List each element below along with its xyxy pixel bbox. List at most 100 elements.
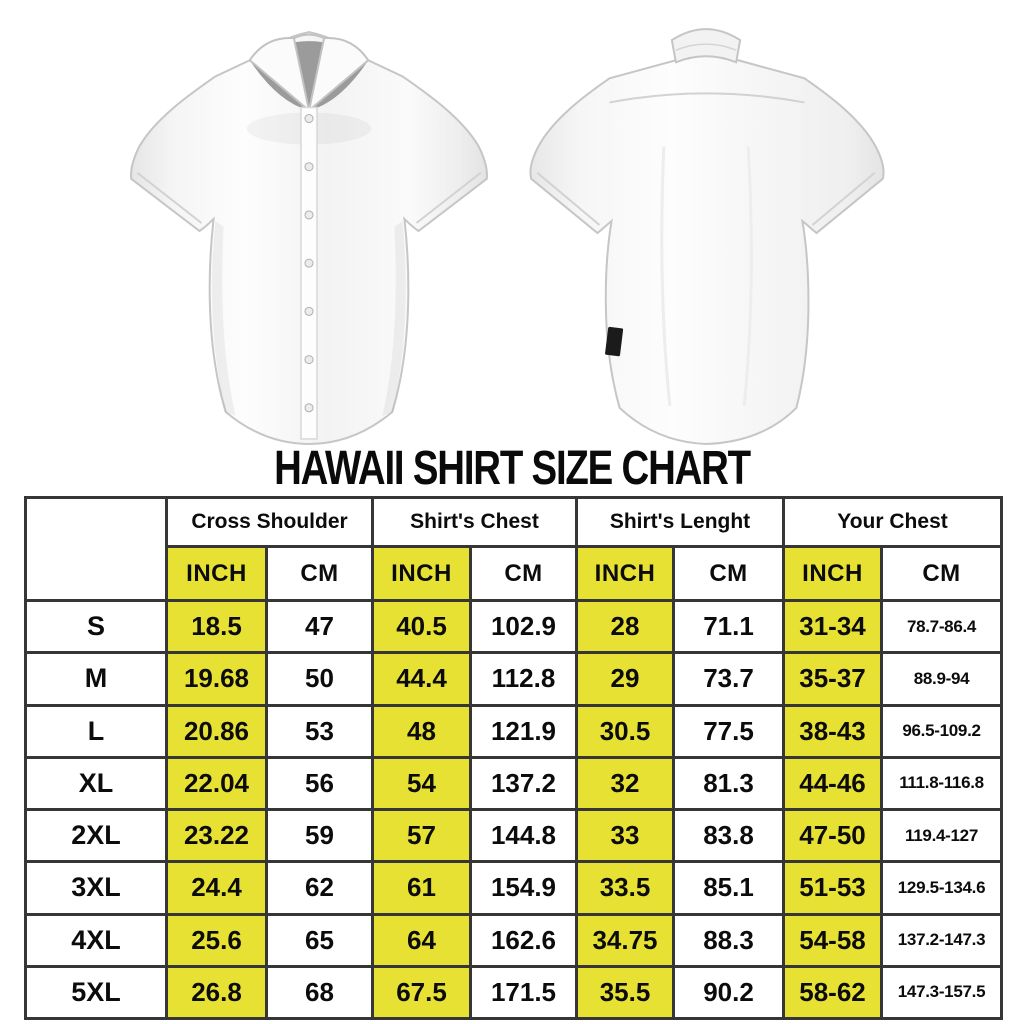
shirts-chest-inch-cell: 67.5 [371,964,472,1021]
page-title: HAWAII SHIRT SIZE CHART [274,442,751,495]
unit-header-inch: INCH [782,545,884,602]
shirts-lenght-cm-cell: 85.1 [671,860,786,916]
cross-shoulder-inch-cell: 22.04 [165,755,268,812]
shirts-lenght-cm-cell: 71.1 [671,598,786,655]
table-row: M 19.68 50 44.4 112.8 29 73.7 35-37 88.9… [24,651,1004,707]
size-label-cell: 2XL [24,807,168,864]
cross-shoulder-inch-cell: 24.4 [165,860,268,916]
shirts-chest-inch-cell: 64 [371,912,472,968]
unit-header-inch: INCH [575,545,675,602]
shirts-chest-inch-cell: 48 [371,703,472,759]
collar-left [248,37,311,114]
right-cuff-seam [811,171,876,226]
back-collar-seam [675,43,737,51]
shirts-chest-inch-cell: 54 [371,755,472,812]
cross-shoulder-cm-cell: 68 [265,964,374,1021]
cross-shoulder-inch-cell: 18.5 [165,598,268,655]
shirts-lenght-inch-cell: 32 [575,755,675,812]
shirts-chest-cm-cell: 154.9 [469,860,578,916]
table-row: S 18.5 47 40.5 102.9 28 71.1 31-34 78.7-… [24,598,1004,655]
size-label-cell: S [24,598,168,655]
table-body: S 18.5 47 40.5 102.9 28 71.1 31-34 78.7-… [24,598,1004,1021]
shirt-back-image [529,28,885,445]
shirts-lenght-cm-cell: 90.2 [671,964,786,1021]
shirts-lenght-cm-cell: 73.7 [671,651,786,707]
right-side-shadow [382,220,406,416]
table-row: L 20.86 53 48 121.9 30.5 77.5 38-43 96.5… [24,703,1004,759]
back-collar [670,28,742,64]
corner-cell [24,496,168,602]
table-row: 5XL 26.8 68 67.5 171.5 35.5 90.2 58-62 1… [24,964,1004,1021]
your-chest-inch-cell: 31-34 [782,598,884,655]
cross-shoulder-cm-cell: 47 [265,598,374,655]
size-label-cell: 4XL [24,912,168,968]
shirts-chest-cm-cell: 102.9 [469,598,578,655]
shirts-lenght-inch-cell: 35.5 [575,964,675,1021]
your-chest-cm-cell: 137.2-147.3 [880,912,1004,968]
cross-shoulder-inch-cell: 19.68 [165,651,268,707]
unit-header-cm: CM [671,545,786,602]
shirt-front-image [130,31,488,445]
shirts-lenght-cm-cell: 88.3 [671,912,786,968]
size-label-cell: 3XL [24,860,168,916]
group-header-shirts-lenght: Shirt's Lenght [574,496,786,548]
table-row: XL 22.04 56 54 137.2 32 81.3 44-46 111.8… [24,755,1004,812]
your-chest-cm-cell: 78.7-86.4 [880,598,1004,655]
cross-shoulder-cm-cell: 53 [265,703,374,759]
care-tag [605,326,624,357]
left-cuff-seam [536,171,601,226]
cross-shoulder-cm-cell: 56 [265,755,374,812]
shirts-lenght-inch-cell: 33 [575,807,675,864]
shirts-lenght-inch-cell: 28 [575,598,675,655]
unit-header-cm: CM [265,545,374,602]
shirts-chest-inch-cell: 57 [371,807,472,864]
shirt-back-body [529,54,885,445]
collar-band [293,33,325,40]
your-chest-inch-cell: 35-37 [782,651,884,707]
shirts-chest-inch-cell: 44.4 [371,651,472,707]
size-label-cell: M [24,651,168,707]
shirts-chest-cm-cell: 137.2 [469,755,578,812]
size-chart-table: Cross Shoulder Shirt's Chest Shirt's Len… [24,496,1004,1021]
cross-shoulder-inch-cell: 23.22 [165,807,268,864]
buttons [304,113,314,413]
unit-header-row: INCH CM INCH CM INCH CM INCH CM [26,545,1004,602]
right-cuff-seam [415,171,482,224]
shirts-chest-cm-cell: 121.9 [469,703,578,759]
left-side-shadow [212,220,236,416]
your-chest-inch-cell: 44-46 [782,755,884,812]
shirts-chest-cm-cell: 171.5 [469,964,578,1021]
cross-shoulder-cm-cell: 59 [265,807,374,864]
shirts-chest-cm-cell: 112.8 [469,651,578,707]
unit-header-cm: CM [469,545,578,602]
your-chest-cm-cell: 88.9-94 [880,651,1004,707]
group-header-row: Cross Shoulder Shirt's Chest Shirt's Len… [24,496,1004,602]
your-chest-cm-cell: 119.4-127 [880,807,1004,864]
size-label-cell: XL [24,755,168,812]
shirts-chest-cm-cell: 144.8 [469,807,578,864]
cross-shoulder-inch-cell: 26.8 [165,964,268,1021]
shirts-chest-inch-cell: 40.5 [371,598,472,655]
your-chest-cm-cell: 96.5-109.2 [880,703,1004,759]
table-row: 4XL 25.6 65 64 162.6 34.75 88.3 54-58 13… [24,912,1004,968]
shirts-lenght-cm-cell: 83.8 [671,807,786,864]
your-chest-inch-cell: 47-50 [782,807,884,864]
shirts-chest-inch-cell: 61 [371,860,472,916]
unit-header-inch: INCH [165,545,268,602]
placket [300,106,318,440]
shirts-lenght-inch-cell: 30.5 [575,703,675,759]
fold-line [660,146,672,406]
your-chest-inch-cell: 58-62 [782,964,884,1021]
yoke-seam [609,92,805,104]
left-cuff-seam [136,171,203,224]
cross-shoulder-cm-cell: 50 [265,651,374,707]
cross-shoulder-inch-cell: 20.86 [165,703,268,759]
unit-header-cm: CM [880,545,1004,602]
group-header-cross-shoulder: Cross Shoulder [165,496,374,548]
shirts-lenght-inch-cell: 33.5 [575,860,675,916]
group-header-shirts-chest: Shirt's Chest [371,496,578,548]
shirts-lenght-cm-cell: 77.5 [671,703,786,759]
your-chest-cm-cell: 129.5-134.6 [880,860,1004,916]
shirts-lenght-inch-cell: 29 [575,651,675,707]
size-chart: Cross Shoulder Shirt's Chest Shirt's Len… [24,496,1004,1021]
